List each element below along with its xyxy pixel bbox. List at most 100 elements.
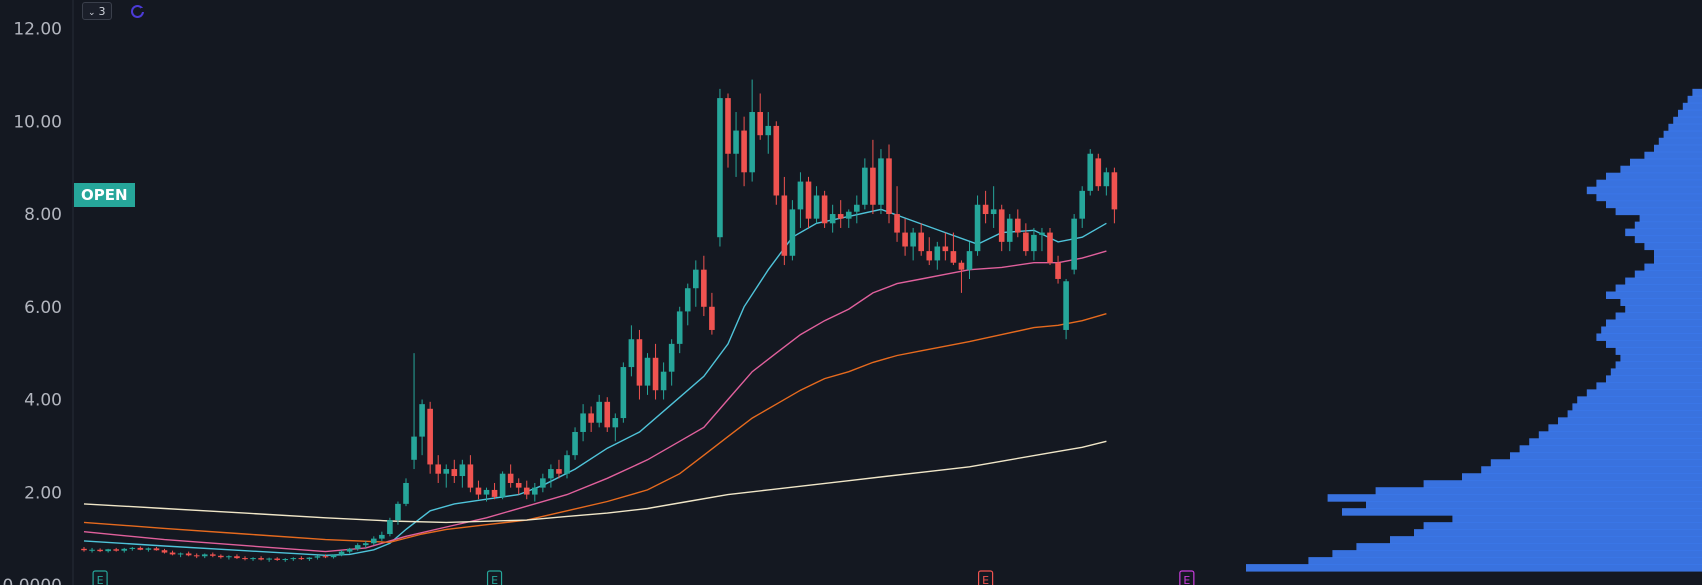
volume-profile-bar — [1625, 277, 1702, 286]
candle-body — [958, 262, 965, 270]
candle-body — [306, 557, 313, 560]
candle-body — [467, 464, 474, 488]
candle-body — [548, 469, 554, 479]
earnings-marker-label: E — [491, 574, 498, 585]
candle-body — [854, 204, 860, 212]
volume-profile-bar — [1423, 522, 1702, 530]
candle-body — [676, 311, 683, 344]
candle-body — [322, 556, 329, 558]
volume-profile-bar — [1586, 186, 1702, 195]
sync-icon[interactable] — [131, 5, 145, 18]
volume-profile-bar — [1510, 452, 1702, 460]
candle-body — [177, 553, 184, 555]
candle-body — [435, 464, 441, 474]
candle-body — [612, 418, 619, 428]
volume-profile-bar — [1615, 207, 1702, 216]
candle-body — [878, 158, 884, 205]
volume-profile-bar — [1529, 438, 1702, 446]
volume-profile-bar — [1606, 340, 1702, 348]
candle-body — [757, 112, 763, 136]
earnings-marker-box — [486, 570, 503, 585]
candle-body — [660, 371, 667, 391]
candle-body — [717, 98, 723, 238]
candle-body — [121, 548, 128, 551]
earnings-marker-box — [978, 570, 994, 585]
volume-profile-bar — [1567, 410, 1702, 418]
candle-body — [226, 556, 232, 558]
candle-body — [532, 487, 538, 495]
candle-body — [1111, 172, 1118, 210]
volume-profile-bar — [1620, 354, 1702, 362]
volume-profile-bar — [1332, 550, 1702, 558]
candle-body — [765, 125, 772, 136]
candle-body — [1103, 172, 1110, 187]
volume-profile-bar — [1452, 515, 1702, 523]
candle-body — [1079, 190, 1085, 219]
volume-profile-bar — [1673, 116, 1702, 125]
candle-body — [588, 413, 594, 423]
candle-body — [379, 534, 385, 539]
earnings-marker-label: E — [1183, 574, 1190, 585]
candle-body — [974, 204, 981, 252]
candle-body — [1047, 232, 1053, 263]
candle-body — [741, 130, 747, 173]
volume-profile-bar — [1634, 221, 1702, 230]
volume-profile-bar — [1644, 151, 1702, 160]
y-tick-label: 4.00 — [24, 391, 62, 411]
candle-body — [837, 214, 844, 219]
moving-average-line — [83, 208, 1107, 557]
candle-body — [1006, 218, 1013, 242]
candle-body — [580, 413, 586, 432]
candle-body — [733, 130, 739, 154]
volume-profile-bar — [1625, 228, 1702, 237]
candle-body — [185, 553, 192, 556]
volume-profile-bar — [1606, 319, 1702, 327]
candle-body — [483, 489, 490, 495]
volume-profile-bar — [1625, 305, 1702, 313]
volume-profile-bar — [1308, 557, 1702, 565]
candle-body — [411, 436, 417, 460]
volume-profile-bar — [1519, 445, 1702, 453]
candle-body — [942, 246, 949, 252]
earnings-marker-label: E — [982, 574, 989, 585]
candle-body — [459, 464, 466, 477]
volume-profile-bar — [1615, 312, 1702, 320]
candle-body — [507, 473, 514, 483]
candle-body — [628, 339, 635, 368]
volume-profile-bar — [1606, 200, 1702, 209]
candle-body — [250, 558, 256, 560]
candle-body — [314, 556, 321, 558]
candle-body — [902, 232, 908, 247]
candle-body — [193, 555, 200, 557]
candle-body — [1063, 281, 1069, 330]
candle-body — [523, 487, 530, 495]
volume-profile-bar — [1663, 130, 1702, 139]
volume-profile-bar — [1596, 382, 1702, 390]
candle-body — [89, 549, 95, 551]
candle-body — [1031, 234, 1037, 252]
candle-body — [387, 520, 393, 534]
candle-body — [620, 367, 627, 419]
candle-body — [886, 158, 892, 215]
candle-body — [773, 125, 780, 196]
candle-body — [499, 473, 506, 497]
interval-control[interactable]: ⌄ 3 — [82, 2, 112, 20]
volume-profile-bar — [1462, 473, 1702, 481]
candle-body — [354, 545, 361, 549]
candle-body — [870, 167, 876, 205]
candle-body — [201, 554, 208, 557]
candle-body — [169, 552, 176, 555]
candle-body — [266, 558, 272, 560]
candle-body — [161, 550, 168, 553]
candle-body — [652, 357, 659, 391]
volume-profile-bar — [1620, 298, 1702, 306]
volume-profile-bar — [1375, 487, 1702, 495]
earnings-marker-label: E — [97, 574, 104, 585]
candles — [81, 79, 1118, 562]
volume-profile-bar — [1615, 361, 1702, 369]
candle-body — [298, 558, 305, 560]
chevron-down-icon: ⌄ — [88, 8, 96, 18]
candle-body — [693, 269, 699, 289]
volume-profile-bar — [1654, 144, 1702, 153]
